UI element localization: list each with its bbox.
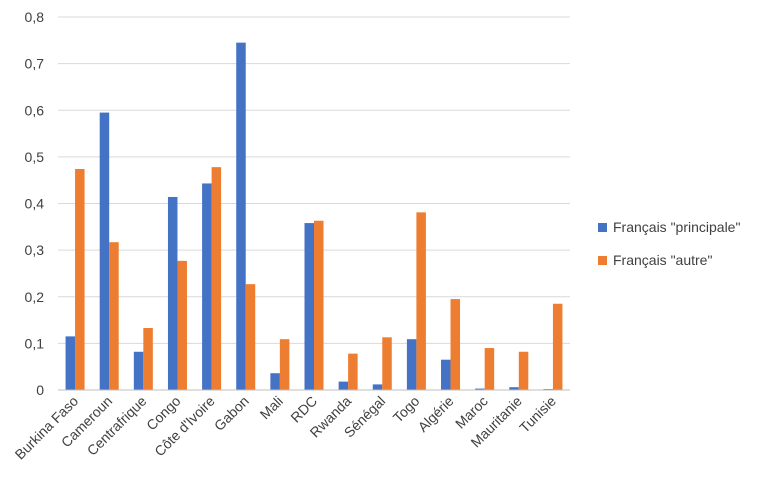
bar-principale (236, 42, 246, 391)
y-tick-labels: 0 0,1 0,2 0,3 0,4 0,5 0,6 0,7 0,8 (25, 9, 45, 398)
x-tick-label: Algérie (415, 393, 457, 435)
y-tick-label: 0,1 (25, 335, 45, 351)
bar-autre (75, 168, 85, 390)
legend-swatch-autre (598, 255, 607, 265)
bar-autre (382, 337, 392, 390)
x-tick-label: Mali (257, 393, 286, 422)
bar-autre (518, 351, 529, 390)
bar-principale (304, 223, 314, 390)
bar-autre (143, 327, 153, 390)
bar-principale (99, 112, 110, 391)
bar-principale (133, 351, 144, 390)
bar-principale (65, 336, 76, 390)
bar-autre (314, 220, 324, 390)
y-tick-label: 0 (36, 382, 44, 398)
legend-item-principale: Français "principale" (598, 218, 768, 236)
legend: Français "principale" Français "autre" (598, 218, 768, 284)
y-tick-label: 0,6 (25, 102, 45, 118)
bar-principale (202, 183, 212, 390)
bar-autre (109, 242, 119, 390)
y-tick-label: 0,3 (25, 242, 45, 258)
legend-label-principale: Français "principale" (613, 219, 741, 235)
bar-autre (416, 212, 426, 390)
legend-swatch-principale (598, 222, 607, 232)
bar-principale (372, 384, 383, 390)
bar-autre (177, 260, 187, 390)
bar-principale (509, 387, 519, 390)
y-tick-label: 0,7 (25, 56, 45, 72)
bar-principale (441, 359, 451, 390)
bar-autre (245, 284, 256, 390)
y-tick-label: 0,4 (25, 196, 45, 212)
y-tick-label: 0,5 (25, 149, 45, 165)
legend-item-autre: Français "autre" (598, 251, 768, 269)
bar-principale (475, 388, 485, 390)
bar-principale (338, 381, 349, 390)
x-tick-label: Tunisie (516, 393, 559, 436)
x-tick-labels: Burkina FasoCamerounCentrafriqueCongoCôt… (12, 393, 560, 463)
bar-principale (270, 373, 280, 390)
y-tick-label: 0,8 (25, 9, 45, 25)
bar-autre (211, 167, 222, 390)
bar-autre (552, 303, 563, 390)
bar-principale (167, 196, 178, 390)
bar-autre (279, 339, 290, 390)
x-tick-label: Gabon (211, 393, 252, 434)
bar-autre (450, 299, 461, 390)
bar-autre (348, 353, 358, 390)
y-tick-label: 0,2 (25, 289, 45, 305)
bar-autre (484, 348, 495, 390)
bar-principale (406, 339, 417, 390)
legend-label-autre: Français "autre" (613, 252, 713, 268)
bars (65, 42, 563, 391)
